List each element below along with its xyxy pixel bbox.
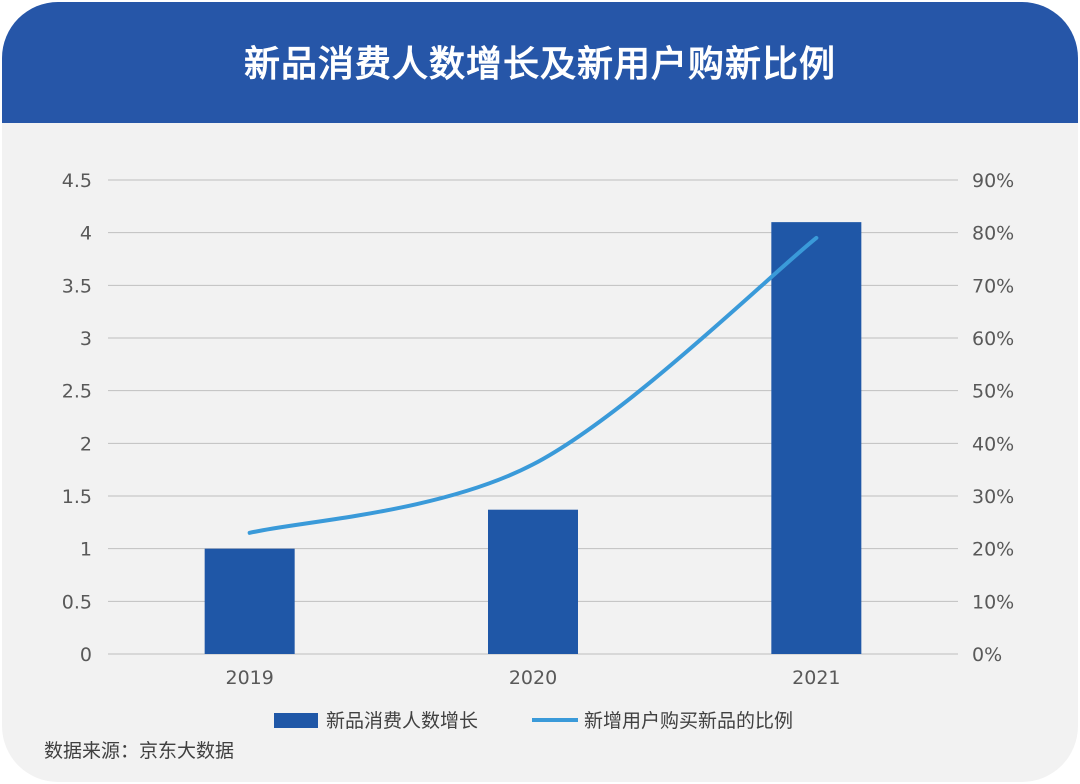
y2-tick-label: 90%	[972, 170, 1014, 192]
title-banner: 新品消费人数增长及新用户购新比例	[2, 2, 1078, 123]
y-tick-label: 3.5	[62, 275, 92, 297]
y2-tick-label: 60%	[972, 328, 1014, 350]
y-tick-label: 4.5	[62, 170, 92, 192]
y-tick-label: 1.5	[62, 486, 92, 508]
y2-tick-label: 20%	[972, 539, 1014, 561]
y2-tick-label: 50%	[972, 381, 1014, 403]
y-tick-label: 0	[80, 644, 92, 666]
y-tick-label: 1	[80, 539, 92, 561]
chart-title: 新品消费人数增长及新用户购新比例	[243, 43, 836, 85]
y-tick-label: 0.5	[62, 591, 92, 613]
y-tick-label: 3	[80, 328, 92, 350]
x-tick-label: 2020	[509, 667, 557, 689]
y2-tick-label: 0%	[972, 644, 1002, 666]
data-source-note: 数据来源：京东大数据	[44, 740, 235, 762]
bar	[204, 548, 295, 654]
legend-swatch-bar	[274, 713, 318, 728]
y-tick-label: 4	[80, 223, 92, 245]
y2-tick-label: 80%	[972, 223, 1014, 245]
legend-label-bar: 新品消费人数增长	[326, 710, 478, 732]
y2-tick-label: 40%	[972, 433, 1014, 455]
y2-tick-label: 70%	[972, 275, 1014, 297]
series-line	[247, 235, 819, 535]
x-tick-label: 2021	[792, 667, 840, 689]
bar	[771, 222, 862, 654]
bar	[488, 509, 578, 654]
y-tick-label: 2.5	[62, 381, 92, 403]
x-tick-label: 2019	[225, 667, 273, 689]
y2-tick-label: 30%	[972, 486, 1014, 508]
y2-tick-label: 10%	[972, 591, 1014, 613]
y-tick-label: 2	[80, 433, 92, 455]
legend-label-line: 新增用户购买新品的比例	[584, 710, 793, 732]
